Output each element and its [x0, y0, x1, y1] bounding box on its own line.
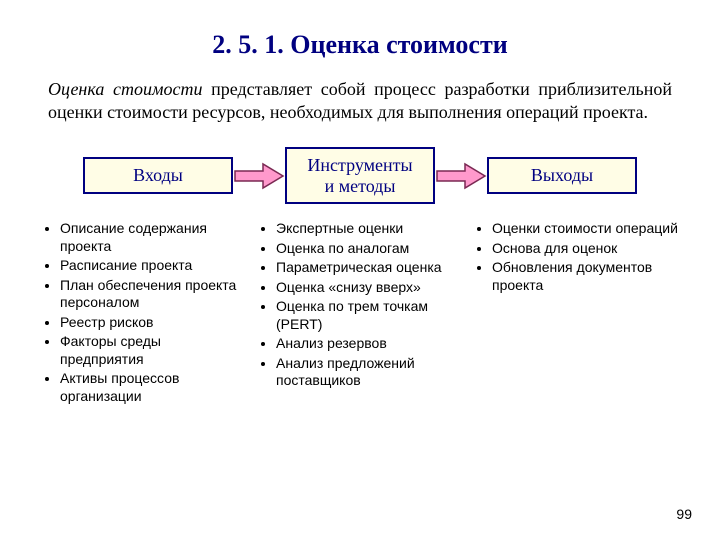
list-item: Анализ резервов — [276, 335, 464, 353]
list-item: Расписание проекта — [60, 257, 248, 275]
flow-row: Входы Инструменты и методы Выходы — [48, 147, 672, 204]
arrow-shape — [437, 164, 485, 188]
col-outputs: Оценки стоимости операций Основа для оце… — [472, 214, 680, 407]
slide-title: 2. 5. 1. Оценка стоимости — [40, 30, 680, 60]
list-item: Экспертные оценки — [276, 220, 464, 238]
box-inputs: Входы — [83, 157, 233, 194]
arrow-icon — [435, 161, 487, 191]
list-item: Оценка по аналогам — [276, 240, 464, 258]
list-item: План обеспечения проекта персоналом — [60, 277, 248, 312]
arrow-icon — [233, 161, 285, 191]
columns: Описание содержания проекта Расписание п… — [40, 214, 680, 407]
list-item: Оценка «снизу вверх» — [276, 279, 464, 297]
list-item: Анализ предложений поставщиков — [276, 355, 464, 390]
slide: 2. 5. 1. Оценка стоимости Оценка стоимос… — [0, 0, 720, 540]
list-item: Реестр рисков — [60, 314, 248, 332]
list-item: Параметрическая оценка — [276, 259, 464, 277]
list-item: Факторы среды предприятия — [60, 333, 248, 368]
col-tools: Экспертные оценки Оценка по аналогам Пар… — [256, 214, 464, 407]
intro-lead: Оценка стоимости — [48, 79, 202, 99]
list-item: Оценки стоимости операций — [492, 220, 680, 238]
page-number: 99 — [676, 506, 692, 522]
box-outputs: Выходы — [487, 157, 637, 194]
outputs-list: Оценки стоимости операций Основа для оце… — [472, 220, 680, 294]
tools-list: Экспертные оценки Оценка по аналогам Пар… — [256, 220, 464, 390]
list-item: Активы процессов организации — [60, 370, 248, 405]
intro-paragraph: Оценка стоимости представляет собой проц… — [48, 78, 672, 123]
inputs-list: Описание содержания проекта Расписание п… — [40, 220, 248, 405]
list-item: Оценка по трем точкам (PERT) — [276, 298, 464, 333]
list-item: Обновления документов проекта — [492, 259, 680, 294]
arrow-shape — [235, 164, 283, 188]
col-inputs: Описание содержания проекта Расписание п… — [40, 214, 248, 407]
box-tools: Инструменты и методы — [285, 147, 435, 204]
list-item: Описание содержания проекта — [60, 220, 248, 255]
list-item: Основа для оценок — [492, 240, 680, 258]
